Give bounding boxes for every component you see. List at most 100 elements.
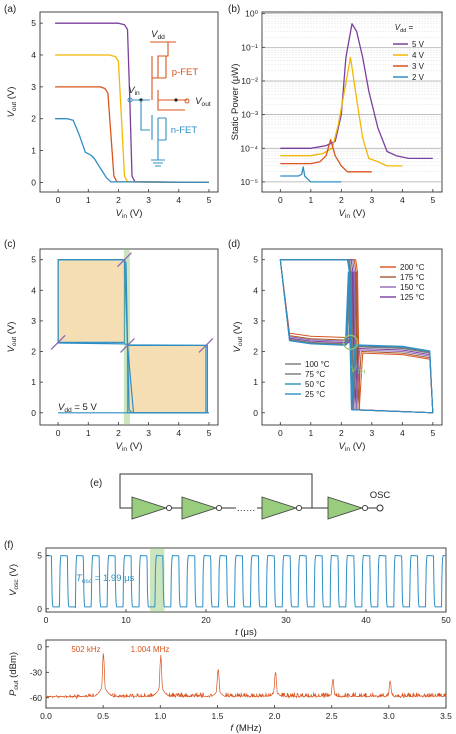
panel-f-time-frame <box>45 547 447 613</box>
panel-b-xtick-label: 3 <box>369 195 374 205</box>
inverter-bubble <box>165 504 173 512</box>
panel-a-series-line <box>55 86 209 184</box>
panel-d-ytick-label: 0 <box>253 408 258 418</box>
panel-a-xtick-label: 0 <box>56 195 61 205</box>
panel-d-ytick-label: 3 <box>253 316 258 326</box>
panel-b-series-line <box>280 139 372 173</box>
panel-f-freq-ytick-label: 0 <box>37 642 42 652</box>
panel-d-backward-line <box>279 259 434 413</box>
panel-a-xtick-label: 3 <box>146 195 151 205</box>
panel-c-ylabel: Vout (V) <box>6 322 18 353</box>
panel-a-series-line <box>55 54 209 184</box>
inset-vout-terminal <box>184 98 190 104</box>
panel-b-ylabel: Static Power (μW) <box>230 64 241 141</box>
panel-d-ytick-label: 5 <box>253 255 258 265</box>
panel-b-legend-label: 5 V <box>412 40 425 49</box>
panel-f-freq-xtick-label: 1.0 <box>154 711 166 721</box>
panel-b-legend-label: 3 V <box>412 62 425 71</box>
panel-d-xtick-label: 1 <box>308 428 313 438</box>
inverter-bubble <box>295 504 303 512</box>
panel-c-unity-gain-marker <box>50 334 66 350</box>
panel-c-xtick-label: 3 <box>146 428 151 438</box>
panel-f-freq-xtick-label: 2.5 <box>326 711 338 721</box>
panel-d-xtick-label: 5 <box>430 428 435 438</box>
inset-vdd-label: Vdd <box>151 29 165 41</box>
panel-d-frame <box>261 248 443 426</box>
panel-a-ytick-label: 5 <box>31 18 36 28</box>
inset-output-wire <box>157 90 185 111</box>
inset-nfet-wire <box>140 100 167 160</box>
panel-c-unity-gain-marker <box>120 337 135 353</box>
inset-nfet-label: n-FET <box>171 125 198 136</box>
panel-b-ytick-label: 10⁻⁴ <box>240 143 258 153</box>
panel-d-legend-label: 75 °C <box>305 370 325 379</box>
panel-a-ytick-label: 4 <box>31 50 36 60</box>
panel-d-vth-label: VTH <box>350 364 365 376</box>
panel-b-legend-label: 2 V <box>412 73 425 82</box>
panel-a-series-line <box>55 118 209 184</box>
panel-d-label: (d) <box>228 239 240 250</box>
panel-c-xtick-label: 1 <box>86 428 91 438</box>
panel-f-freq-xlabel: f (MHz) <box>230 723 261 734</box>
panel-f-time-xlabel: t (μs) <box>235 627 257 638</box>
panel-a-xtick-label: 4 <box>176 195 181 205</box>
panel-e-label: (e) <box>90 478 102 489</box>
panel-d-xtick-label: 4 <box>400 428 405 438</box>
panel-d-ytick-label: 1 <box>253 377 258 387</box>
panel-d-xtick-label: 3 <box>369 428 374 438</box>
panel-d-legend-label: 175 °C <box>400 273 425 282</box>
panel-d-vth-marker <box>342 334 359 351</box>
inverter-stage <box>327 496 364 520</box>
ring-feedback-wire <box>119 473 313 509</box>
panel-c-ytick-label: 3 <box>31 316 36 326</box>
panel-c-unity-gain-marker <box>117 252 132 268</box>
panel-f-time-ylabel: Vosc (V) <box>8 564 20 596</box>
panel-a-ytick-label: 3 <box>31 82 36 92</box>
panel-f-fundamental-annotation: 502 kHz <box>71 645 100 654</box>
panel-f-freq-xtick-label: 0.5 <box>97 711 109 721</box>
panel-f-period-band <box>150 548 165 612</box>
panel-d-ytick-label: 2 <box>253 347 258 357</box>
panel-c-label: (c) <box>4 239 16 250</box>
inset-pfet-label: p-FET <box>172 67 199 78</box>
panel-a-xtick-label: 1 <box>86 195 91 205</box>
panel-f-freq-xtick-label: 0.0 <box>40 711 52 721</box>
panel-a-ylabel: Vout (V) <box>6 87 18 118</box>
panel-b-xtick-label: 4 <box>400 195 405 205</box>
panel-b-xtick-label: 0 <box>278 195 283 205</box>
panel-f-freq-frame <box>45 639 447 709</box>
panel-d-ytick-label: 4 <box>253 285 258 295</box>
panel-f-time-xtick-label: 20 <box>201 615 211 625</box>
panel-d-xtick-label: 0 <box>278 428 283 438</box>
panel-b-xtick-label: 2 <box>339 195 344 205</box>
inset-ground-symbol <box>151 159 165 167</box>
panel-d-legend-label: 125 °C <box>400 293 425 302</box>
panel-c-unity-gain-marker <box>198 337 214 353</box>
panel-d-legend-label: 150 °C <box>400 283 425 292</box>
panel-f-oscillation-waveform <box>45 555 447 609</box>
panel-f-period-annotation: Tosc = 1.99 μs <box>76 573 135 585</box>
panel-a-ytick-label: 1 <box>31 146 36 156</box>
panel-b-legend-title: Vdd = <box>395 23 414 34</box>
panel-e-ellipsis: …… <box>237 503 256 514</box>
panel-a-xtick-label: 5 <box>207 195 212 205</box>
panel-f-label: (f) <box>4 540 13 551</box>
panel-c-xtick-label: 5 <box>207 428 212 438</box>
panel-b-ytick-label: 10⁻² <box>241 76 258 86</box>
panel-d-xtick-label: 2 <box>339 428 344 438</box>
panel-b-xlabel: Vin (V) <box>339 208 366 220</box>
panel-c-group: 0 1 2 3 4 5 0 1 2 3 4 5 (c) Vin (V) Vout (V) Vdd = 5 V <box>4 239 219 453</box>
panel-c-ytick-label: 0 <box>31 408 36 418</box>
panel-c-ytick-label: 4 <box>31 285 36 295</box>
panel-d-forward-line <box>280 259 433 414</box>
panel-a-xlabel: Vin (V) <box>116 208 143 220</box>
panel-e-group: (e) …… OSC <box>90 473 390 520</box>
panel-d-backward-line <box>279 259 434 413</box>
inverter-stage <box>131 496 168 520</box>
panel-f-harmonic-annotation: 1.004 MHz <box>131 645 170 654</box>
panel-a-series-line <box>55 22 209 184</box>
panel-d-legend-label: 25 °C <box>305 390 325 399</box>
panel-b-xtick-label: 5 <box>430 195 435 205</box>
